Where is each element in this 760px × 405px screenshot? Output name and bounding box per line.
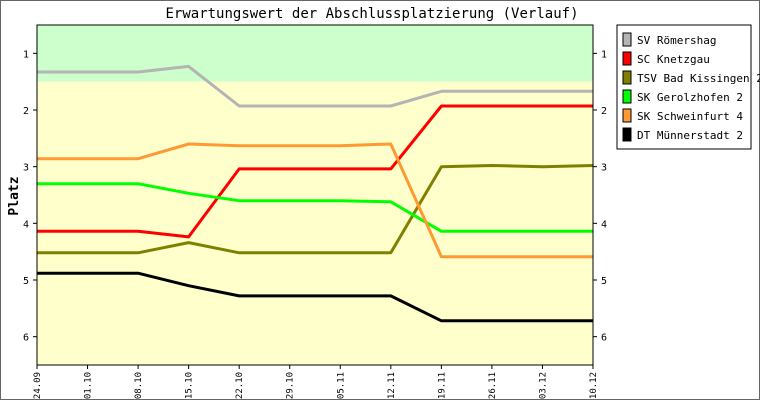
- legend-swatch-4: [622, 89, 632, 104]
- y-tick-label-left-6: 6: [23, 333, 29, 344]
- x-tick-label-3: 08.10: [134, 372, 144, 399]
- series-lines: [37, 64, 594, 323]
- y-tick-label-right-6: 6: [601, 333, 607, 344]
- y-axis-right: 1 2 3 4 5 6: [593, 49, 607, 344]
- series-line-1: [37, 64, 593, 108]
- y-tick-label-left-3: 3: [23, 163, 29, 174]
- x-tick-label-4: 15.10: [185, 372, 195, 399]
- x-tick-label-2: 01.10: [84, 372, 94, 399]
- legend-label-5: SK Schweinfurt 4: [637, 110, 743, 123]
- y-tick-label-left-1: 1: [23, 49, 29, 60]
- y-tick-label-right-1: 1: [601, 49, 607, 60]
- x-tick-label-6: 29.10: [286, 372, 296, 399]
- legend-swatch-5: [622, 108, 632, 123]
- x-tick-label-12: 10.12: [589, 372, 599, 399]
- x-tick-label-11: 03.12: [538, 372, 548, 399]
- series-line-5: [37, 142, 593, 259]
- y-tick-label-left-4: 4: [23, 219, 29, 230]
- x-tick-label-7: 05.11: [336, 372, 346, 399]
- legend-box: [616, 24, 752, 150]
- legend-label-3: TSV Bad Kissingen 2: [637, 72, 760, 85]
- background-bands: [37, 25, 593, 366]
- x-tick-label-8: 12.11: [387, 372, 397, 399]
- legend-swatch-6: [622, 127, 632, 142]
- series-line-4: [37, 182, 593, 233]
- y-tick-label-right-3: 3: [601, 163, 607, 174]
- x-tick-label-9: 19.11: [437, 372, 447, 399]
- y-tick-label-left-5: 5: [23, 276, 29, 287]
- series-line-6: [37, 271, 593, 323]
- x-tick-label-10: 26.11: [488, 372, 498, 399]
- legend-label-4: SK Gerolzhofen 2: [637, 91, 743, 104]
- legend-label-1: SV Römershag: [637, 34, 716, 47]
- y-tick-label-right-2: 2: [601, 106, 607, 117]
- series-line-2: [37, 104, 593, 239]
- x-axis: 24.09 01.10 08.10 15.10 22.10 29.10 05.11 12.11…: [33, 365, 599, 399]
- legend-label-2: SC Knetzgau: [637, 53, 710, 66]
- legend-swatch-2: [622, 51, 632, 66]
- plot-area-border: [36, 24, 594, 366]
- series-line-3: [37, 164, 594, 255]
- legend-label-6: DT Münnerstadt 2: [637, 129, 743, 142]
- y-tick-label-left-2: 2: [23, 106, 29, 117]
- y-tick-label-right-5: 5: [601, 276, 607, 287]
- legend-swatch-1: [622, 32, 632, 47]
- y-axis-label: Platz: [7, 176, 22, 215]
- y-tick-label-right-4: 4: [601, 219, 607, 230]
- x-tick-label-1: 24.09: [33, 372, 43, 399]
- legend-swatch-3: [622, 70, 632, 85]
- y-axis-left: 1 2 3 4 5 6: [23, 49, 37, 344]
- x-tick-label-5: 22.10: [235, 372, 245, 399]
- chart-title: Erwartungswert der Abschlussplatzierung …: [165, 6, 578, 22]
- background-band-2: [37, 81, 593, 366]
- legend: SV Römershag SC Knetzgau TSV Bad Kissingen…: [616, 24, 760, 150]
